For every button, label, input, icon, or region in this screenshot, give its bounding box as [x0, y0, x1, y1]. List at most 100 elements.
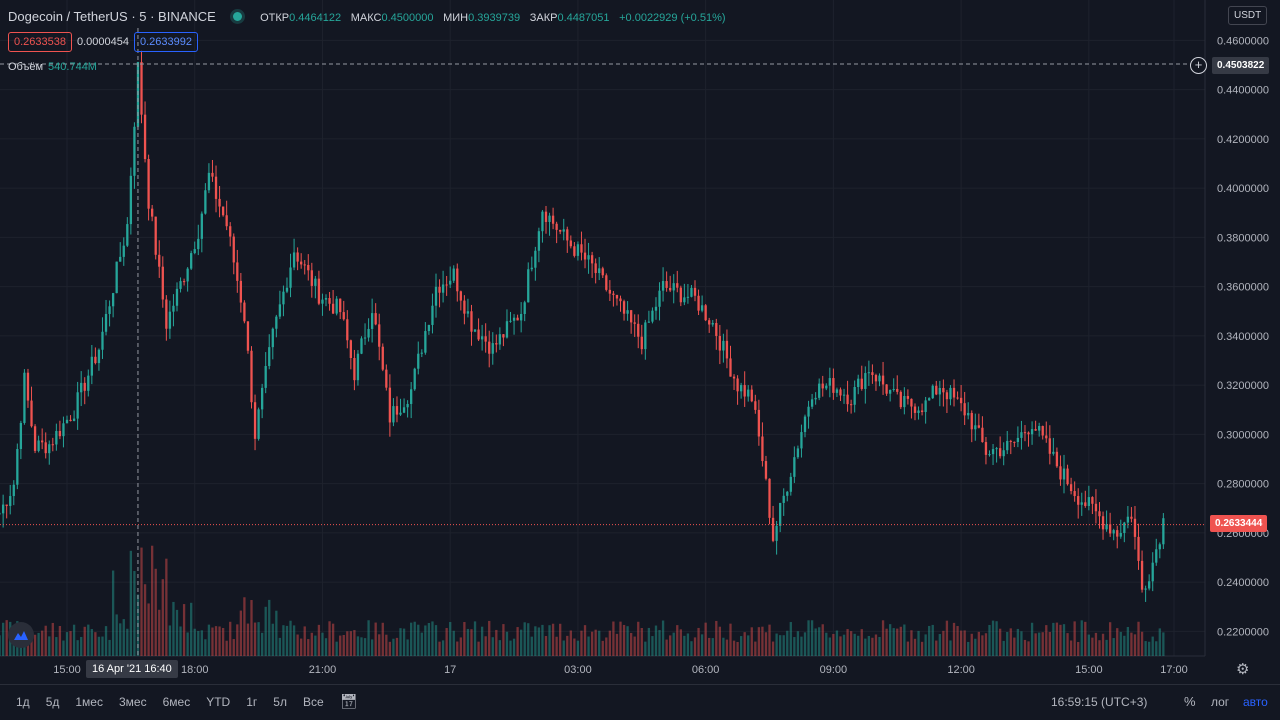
volume-bar [616, 634, 618, 656]
range-all[interactable]: Все [303, 695, 324, 709]
volume-bar [208, 625, 210, 656]
range-5d[interactable]: 5д [46, 695, 60, 709]
volume-bar [1109, 622, 1111, 656]
buy-price-button[interactable]: 0.2633992 [134, 32, 198, 52]
candle-body [492, 343, 494, 354]
x-tick-label: 09:00 [820, 664, 848, 676]
volume-bar [634, 637, 636, 656]
volume-bar [658, 630, 660, 656]
volume-bar [800, 637, 802, 656]
volume-bar [783, 635, 785, 656]
range-6m[interactable]: 6мес [163, 695, 191, 709]
volume-bar [960, 631, 962, 656]
price-chart[interactable]: 0.4600000 0.4400000 0.4200000 0.4000000 0.38… [0, 0, 1280, 684]
candle-body [289, 267, 291, 287]
candle-body [882, 376, 884, 385]
volume-bar [1020, 631, 1022, 656]
range-ytd[interactable]: YTD [206, 695, 230, 709]
volume-bar [545, 636, 547, 656]
volume-bar [1017, 629, 1019, 656]
candle-body [893, 389, 895, 390]
volume-bar [942, 631, 944, 656]
gear-icon[interactable]: ⚙ [1236, 660, 1249, 678]
x-tick-label: 17 [444, 664, 456, 676]
candle-body [825, 386, 827, 389]
volume-bar [346, 631, 348, 656]
range-1d[interactable]: 1д [16, 695, 30, 709]
candle-body [832, 378, 834, 393]
candle-body [162, 267, 164, 300]
volume-bar [321, 633, 323, 656]
candle-body [751, 390, 753, 402]
volume-bar [995, 621, 997, 656]
volume-bar [882, 620, 884, 656]
candle-body [91, 357, 93, 376]
volume-bar [577, 641, 579, 656]
candle-body [527, 269, 529, 302]
last-price-label: 0.2633444 [1210, 515, 1267, 532]
volume-bar [818, 627, 820, 656]
tradingview-logo-icon[interactable] [8, 622, 34, 648]
volume-bar [1010, 628, 1012, 656]
candle-body [836, 389, 838, 392]
volume-bar [1063, 624, 1065, 656]
clock-display[interactable]: 16:59:15 (UTC+3) [1051, 695, 1147, 709]
range-1m[interactable]: 1мес [75, 695, 103, 709]
candle-body [392, 406, 394, 422]
bottom-toolbar: 1д 5д 1мес 3мес 6мес YTD 1г 5л Все 📅︎ 16… [0, 684, 1280, 720]
candle-body [169, 312, 171, 329]
volume-bar [513, 639, 515, 656]
candle-body [87, 376, 89, 391]
candle-body [172, 306, 174, 312]
volume-bar [900, 627, 902, 656]
range-1y[interactable]: 1г [246, 695, 257, 709]
range-5y[interactable]: 5л [273, 695, 287, 709]
candle-body [793, 457, 795, 477]
volume-bar [34, 635, 36, 656]
candle-body [850, 404, 852, 405]
volume-bar [403, 629, 405, 656]
candle-body [843, 395, 845, 396]
candle-body [939, 388, 941, 394]
candle-body [275, 317, 277, 329]
percent-scale-toggle[interactable]: % [1184, 694, 1196, 709]
candle-body [424, 331, 426, 353]
volume-bar [1155, 641, 1157, 656]
candle-body [758, 410, 760, 437]
sell-price-button[interactable]: 0.2633538 [8, 32, 72, 52]
candle-body [907, 396, 909, 399]
volume-bar [1034, 633, 1036, 656]
candle-body [935, 386, 937, 395]
log-scale-toggle[interactable]: лог [1211, 695, 1229, 709]
volume-bar [548, 625, 550, 656]
candle-body [1031, 429, 1033, 434]
candle-body [485, 336, 487, 341]
currency-button[interactable]: USDT [1228, 6, 1267, 25]
candle-body [669, 288, 671, 291]
range-3m[interactable]: 3мес [119, 695, 147, 709]
auto-scale-toggle[interactable]: авто [1243, 695, 1268, 709]
candle-body [1098, 511, 1100, 516]
add-plus-icon[interactable]: + [1190, 57, 1207, 74]
volume-bar [460, 637, 462, 656]
candle-body [623, 301, 625, 314]
candle-body [240, 281, 242, 303]
candle-body [786, 492, 788, 496]
volume-bar [282, 625, 284, 656]
volume-bar [889, 624, 891, 656]
volume-bar [336, 642, 338, 656]
candle-body [467, 311, 469, 313]
volume-bar [712, 638, 714, 656]
y-tick-label: 0.3400000 [1217, 331, 1269, 343]
volume-bar [87, 625, 89, 656]
volume-bar [435, 625, 437, 656]
volume-bar [116, 614, 118, 656]
volume-bar [289, 621, 291, 656]
calendar-icon[interactable]: 📅︎ [340, 693, 358, 710]
volume-bar [339, 636, 341, 656]
candle-body [875, 375, 877, 381]
volume-bar [144, 584, 146, 656]
symbol-title[interactable]: Dogecoin / TetherUS · 5 · BINANCE [8, 9, 216, 24]
volume-bar [715, 621, 717, 656]
volume-bar [516, 627, 518, 656]
